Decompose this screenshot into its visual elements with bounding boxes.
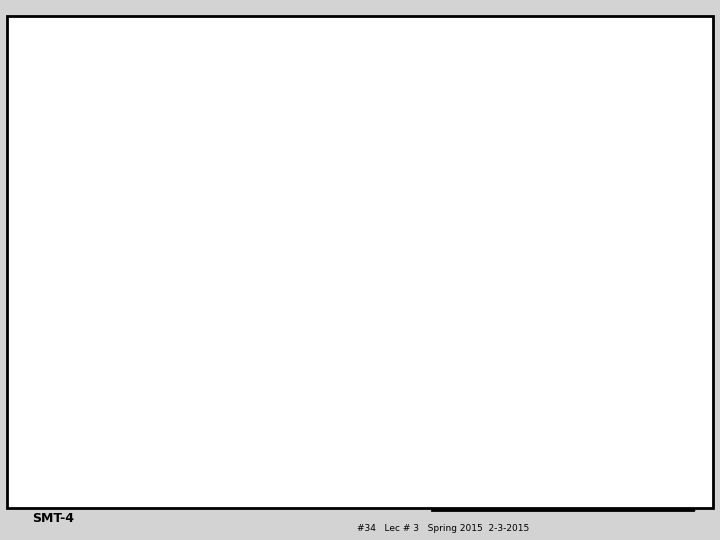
Text: •: • [17,75,25,87]
Text: –: – [49,197,54,207]
Text: Synchronization: Synchronization [133,51,318,70]
Text: – This instruction acquires a memory-based lock. The
instruction does not comple: – This instruction acquires a memory-bas… [158,197,590,246]
Point [151,292,160,299]
Text: lock-box hardware: lock-box hardware [399,49,516,58]
Text: Lock = 1: Lock = 1 [449,175,495,185]
FancyBboxPatch shape [275,261,369,280]
Text: The actual primitives consist of two instructions:: The actual primitives consist of two ins… [35,175,323,185]
Text: These primitives are common software interfaces to synchronization (typically
im: These primitives are common software int… [35,350,500,373]
Point [58,198,67,204]
Text: •: • [17,108,25,121]
Text: SMT-4: SMT-4 [32,512,74,525]
Text: – This instruction writes a zero to memory if no other thread
in the processor i: – This instruction writes a zero to memo… [156,292,598,327]
FancyBboxPatch shape [189,398,594,420]
Text: –: – [49,292,54,302]
Text: •: • [17,383,25,396]
Text: A thread that releases a lock upon which another thread is blocked causes the
bl: A thread that releases a lock upon which… [35,141,499,164]
Text: A New Mechanism (Lock-Box) for Blocking SMT: A New Mechanism (Lock-Box) for Blocking … [90,27,625,46]
FancyBboxPatch shape [390,39,693,69]
FancyBboxPatch shape [433,471,693,510]
Text: Via hardware-based locks (Lock-box mechanism): Via hardware-based locks (Lock-box mecha… [264,404,519,414]
Text: Lock = 0: Lock = 0 [299,266,344,275]
Text: The new proposed synchronization mechanism (Lock-Box) uses hardware-
based block: The new proposed synchronization mechani… [35,75,472,97]
FancyBboxPatch shape [442,478,696,511]
Text: •: • [17,141,25,154]
Text: •: • [17,175,25,188]
Text: Release(lock): Release(lock) [63,292,143,302]
Text: •: • [17,350,25,363]
Point [58,292,67,299]
Text: #34   Lec # 3   Spring 2015  2-3-2015: #34 Lec # 3 Spring 2015 2-3-2015 [357,524,529,532]
Text: synchronization: synchronization [513,49,605,58]
Text: For the SMT processor, these primitives are proposed to be implemented
directly : For the SMT processor, these primitives … [35,383,466,406]
Text: Acquire(lock): Acquire(lock) [63,197,142,207]
Text: A thread that fails to acquire a lock blocks and frees all resources it is using: A thread that fails to acquire a lock bl… [35,108,485,131]
Point [154,198,163,204]
FancyBboxPatch shape [426,170,519,190]
Text: CMPE750 - Shaaban: CMPE750 - Shaaban [469,482,656,500]
